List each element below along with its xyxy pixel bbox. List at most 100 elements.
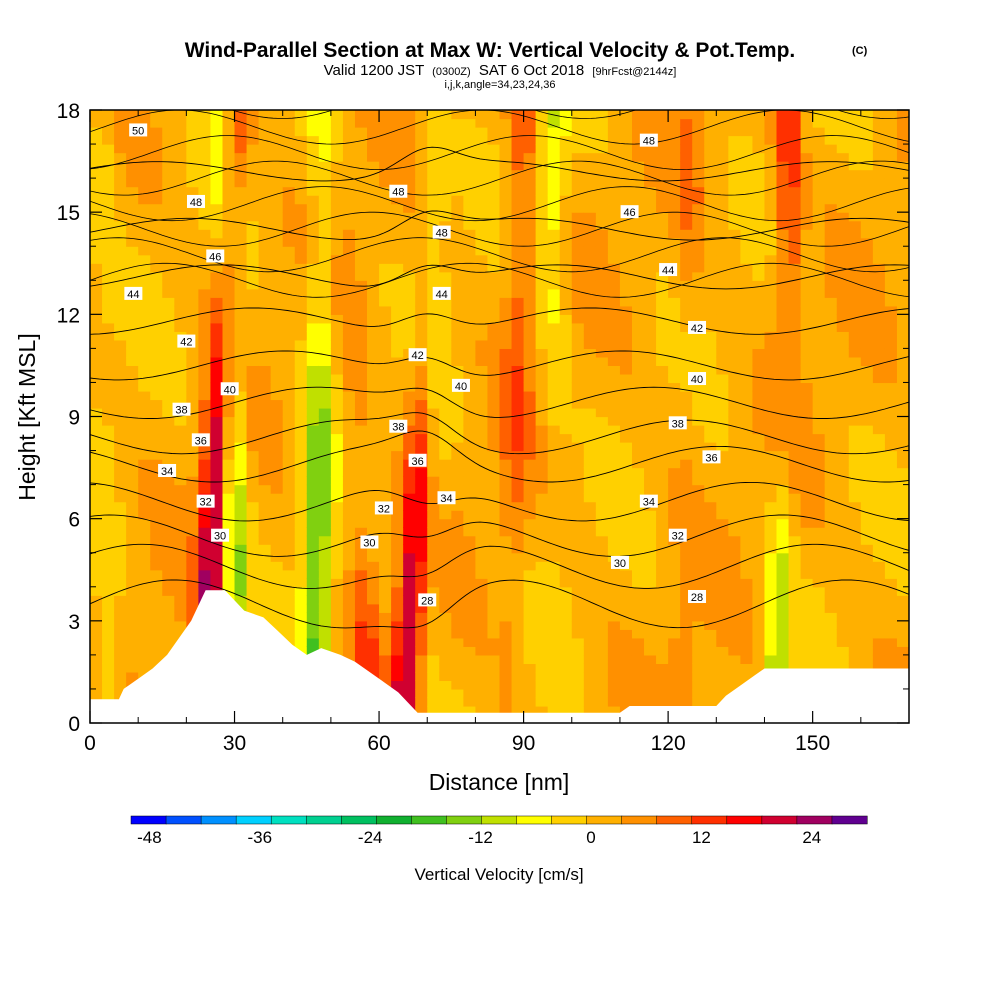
velocity-cell xyxy=(198,220,212,230)
velocity-cell xyxy=(451,161,464,171)
velocity-cell xyxy=(403,237,416,247)
velocity-cell xyxy=(860,254,874,264)
velocity-cell xyxy=(740,348,754,358)
velocity-cell xyxy=(547,663,561,673)
velocity-cell xyxy=(306,203,320,213)
velocity-cell xyxy=(427,459,440,469)
velocity-cell xyxy=(246,493,260,503)
velocity-cell xyxy=(535,271,549,281)
velocity-cell xyxy=(692,399,705,409)
velocity-cell xyxy=(186,493,199,503)
velocity-cell xyxy=(258,246,272,256)
velocity-cell xyxy=(198,348,212,358)
velocity-cell xyxy=(126,161,139,171)
velocity-cell xyxy=(138,212,151,222)
velocity-cell xyxy=(415,135,428,145)
velocity-cell xyxy=(595,569,609,579)
velocity-cell xyxy=(511,373,525,384)
velocity-cell xyxy=(150,297,163,307)
velocity-cell xyxy=(487,416,501,426)
velocity-cell xyxy=(860,348,874,358)
velocity-cell xyxy=(752,654,766,664)
velocity-cell xyxy=(186,586,199,596)
velocity-cell xyxy=(872,118,886,128)
velocity-cell xyxy=(126,425,139,435)
velocity-cell xyxy=(282,195,296,205)
velocity-cell xyxy=(114,288,127,298)
velocity-cell xyxy=(354,561,368,571)
velocity-cell xyxy=(571,297,585,307)
contour-label-text: 48 xyxy=(392,187,404,199)
velocity-cell xyxy=(631,161,645,171)
velocity-cell xyxy=(174,535,187,545)
velocity-cell xyxy=(607,629,621,639)
velocity-cell xyxy=(391,442,404,452)
velocity-cell xyxy=(451,603,464,613)
velocity-cell xyxy=(282,271,296,281)
upper-isentrope xyxy=(90,186,909,222)
velocity-cell xyxy=(884,612,898,622)
velocity-cell xyxy=(824,135,838,145)
velocity-cell xyxy=(415,680,428,690)
velocity-cell xyxy=(692,297,705,307)
velocity-cell xyxy=(222,169,236,179)
velocity-cell xyxy=(282,322,296,332)
velocity-cell xyxy=(511,322,525,332)
velocity-cell xyxy=(788,314,802,324)
velocity-cell xyxy=(668,161,681,171)
velocity-cell xyxy=(367,297,380,307)
velocity-cell xyxy=(692,118,705,128)
velocity-cell xyxy=(692,433,705,443)
velocity-cell xyxy=(631,671,645,682)
velocity-cell xyxy=(571,212,585,222)
velocity-cell xyxy=(246,527,260,537)
velocity-cell xyxy=(752,510,766,520)
velocity-cell xyxy=(607,322,621,332)
velocity-cell xyxy=(162,544,175,554)
velocity-cell xyxy=(619,493,633,503)
velocity-cell xyxy=(595,237,609,247)
velocity-cell xyxy=(535,476,549,486)
velocity-cell xyxy=(812,476,826,486)
velocity-cell xyxy=(114,195,127,205)
velocity-cell xyxy=(547,569,561,579)
velocity-cell xyxy=(282,331,296,341)
velocity-cell xyxy=(463,680,477,690)
velocity-cell xyxy=(800,535,814,545)
velocity-cell xyxy=(631,527,645,537)
velocity-cell xyxy=(884,510,898,520)
velocity-cell xyxy=(812,331,826,341)
velocity-cell xyxy=(439,535,452,545)
velocity-cell xyxy=(836,271,850,281)
velocity-cell xyxy=(656,671,669,682)
velocity-cell xyxy=(788,297,802,307)
velocity-cell xyxy=(174,425,187,435)
velocity-cell xyxy=(656,144,669,154)
velocity-cell xyxy=(812,416,826,426)
contour-label-bg xyxy=(196,494,215,508)
velocity-cell xyxy=(126,527,139,537)
velocity-cell xyxy=(342,305,356,315)
velocity-cell xyxy=(571,442,585,452)
velocity-cell xyxy=(258,169,272,179)
velocity-cell xyxy=(391,322,404,332)
velocity-cell xyxy=(872,425,886,435)
velocity-cell xyxy=(619,569,633,579)
velocity-cell xyxy=(631,459,645,469)
velocity-cell xyxy=(692,697,705,707)
velocity-cell xyxy=(824,195,838,205)
velocity-cell xyxy=(294,161,308,171)
velocity-cell xyxy=(547,603,561,613)
velocity-cell xyxy=(800,510,814,520)
velocity-cell xyxy=(114,578,127,588)
velocity-cell xyxy=(728,212,741,222)
velocity-cell xyxy=(330,220,344,230)
velocity-cell xyxy=(571,637,585,647)
velocity-cell xyxy=(776,493,790,503)
velocity-cell xyxy=(379,127,392,137)
velocity-cell xyxy=(788,510,802,520)
velocity-cell xyxy=(848,586,862,596)
velocity-cell xyxy=(571,382,585,392)
velocity-cell xyxy=(270,339,284,349)
velocity-cell xyxy=(656,390,669,401)
